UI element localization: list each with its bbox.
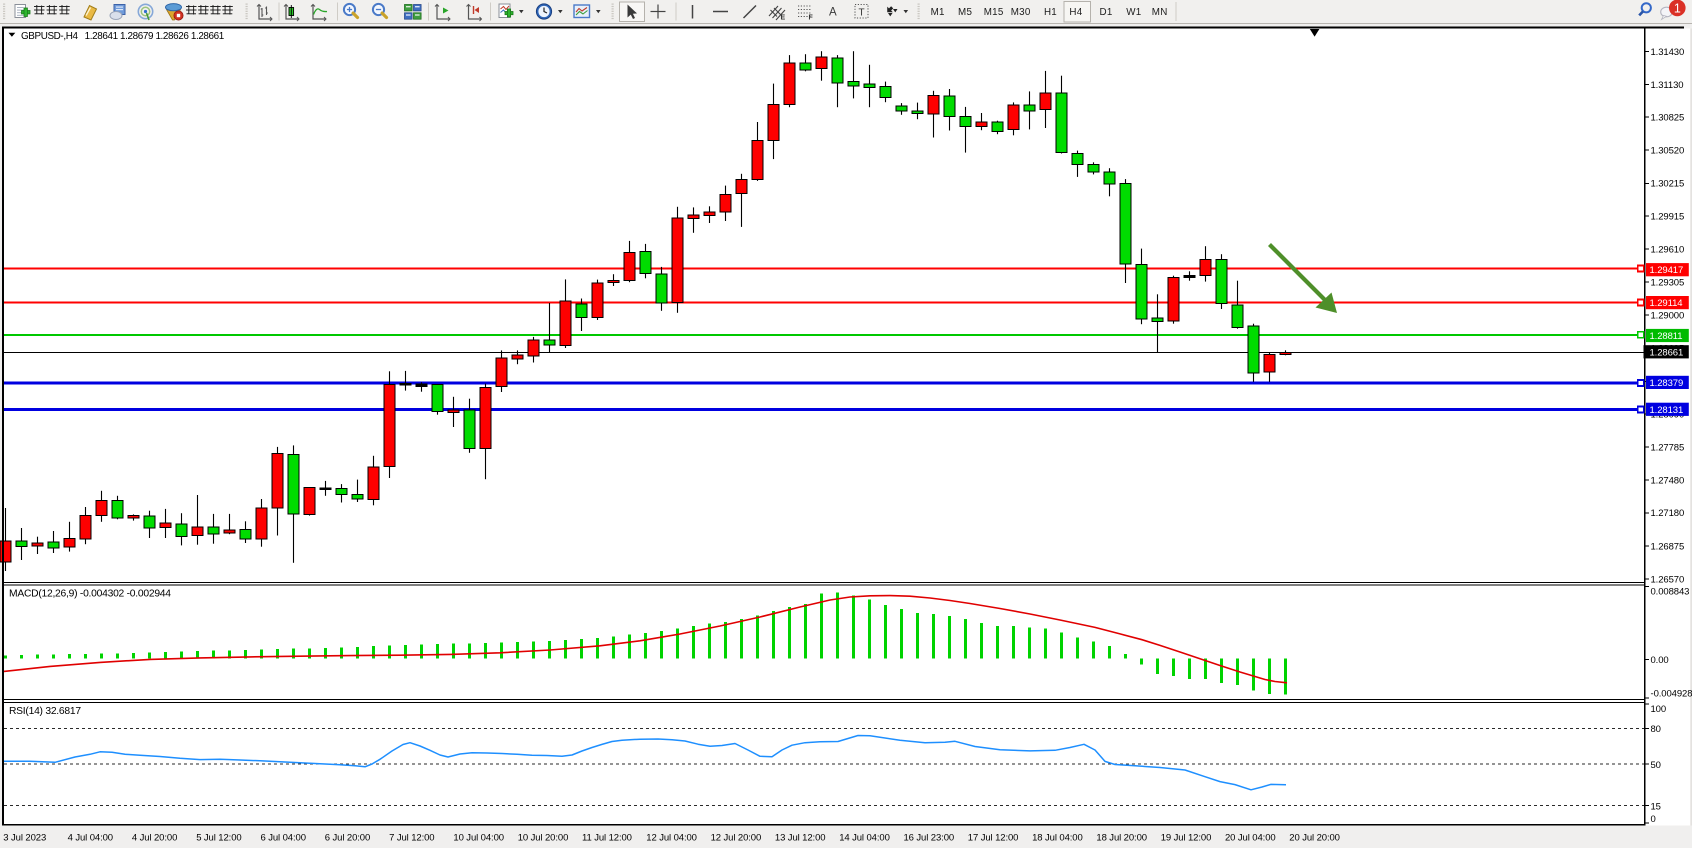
svg-text:1.28379: 1.28379 xyxy=(1650,378,1684,389)
svg-text:1.29610: 1.29610 xyxy=(1651,244,1685,255)
svg-text:1.30825: 1.30825 xyxy=(1651,113,1685,124)
svg-text:0: 0 xyxy=(1651,814,1656,825)
svg-text:4 Jul 04:00: 4 Jul 04:00 xyxy=(68,833,113,844)
svg-text:80: 80 xyxy=(1651,724,1661,735)
svg-text:1.28811: 1.28811 xyxy=(1650,331,1683,342)
svg-text:H4: H4 xyxy=(1069,7,1082,18)
svg-text:100: 100 xyxy=(1651,704,1667,715)
svg-text:F: F xyxy=(809,15,814,22)
svg-text:M15: M15 xyxy=(984,7,1004,18)
svg-text:1.30215: 1.30215 xyxy=(1651,179,1685,190)
svg-text:1.28131: 1.28131 xyxy=(1650,405,1684,416)
svg-text:11 Jul 12:00: 11 Jul 12:00 xyxy=(582,833,632,844)
svg-text:1.29305: 1.29305 xyxy=(1651,278,1685,289)
svg-text:20 Jul 04:00: 20 Jul 04:00 xyxy=(1225,833,1276,844)
svg-text:M30: M30 xyxy=(1011,7,1031,18)
svg-text:5 Jul 12:00: 5 Jul 12:00 xyxy=(196,833,241,844)
svg-text:17 Jul 12:00: 17 Jul 12:00 xyxy=(968,833,1019,844)
svg-text:GBPUSD-,H4 1.28641 1.28679 1: GBPUSD-,H4 1.28641 1.28679 1.28626 1.286… xyxy=(21,31,225,42)
svg-text:10 Jul 20:00: 10 Jul 20:00 xyxy=(518,833,569,844)
svg-text:16 Jul 23:00: 16 Jul 23:00 xyxy=(904,833,955,844)
svg-text:12 Jul 20:00: 12 Jul 20:00 xyxy=(711,833,762,844)
svg-text:10 Jul 04:00: 10 Jul 04:00 xyxy=(453,833,504,844)
svg-text:RSI(14) 32.6817: RSI(14) 32.6817 xyxy=(9,706,81,717)
svg-text:1.29915: 1.29915 xyxy=(1651,211,1685,222)
svg-text:13 Jul 12:00: 13 Jul 12:00 xyxy=(775,833,826,844)
svg-text:6 Jul 20:00: 6 Jul 20:00 xyxy=(325,833,370,844)
svg-text:1.27480: 1.27480 xyxy=(1651,476,1685,487)
svg-text:M1: M1 xyxy=(931,7,945,18)
svg-text:7 Jul 12:00: 7 Jul 12:00 xyxy=(389,833,434,844)
svg-text:0.008843: 0.008843 xyxy=(1651,586,1690,597)
svg-text:1.29417: 1.29417 xyxy=(1650,265,1684,276)
svg-text:18 Jul 04:00: 18 Jul 04:00 xyxy=(1032,833,1083,844)
svg-text:12 Jul 04:00: 12 Jul 04:00 xyxy=(646,833,697,844)
svg-text:1.31130: 1.31130 xyxy=(1651,80,1684,91)
svg-text:1.27785: 1.27785 xyxy=(1651,443,1685,454)
svg-text:1.26570: 1.26570 xyxy=(1651,574,1685,585)
svg-text:1.28661: 1.28661 xyxy=(1650,347,1684,358)
svg-text:MACD(12,26,9) -0.004302 -0.002: MACD(12,26,9) -0.004302 -0.002944 xyxy=(9,588,171,599)
svg-text:0.00: 0.00 xyxy=(1651,655,1669,666)
svg-text:W1: W1 xyxy=(1126,7,1141,18)
svg-text:-0.004928: -0.004928 xyxy=(1651,688,1692,699)
svg-text:1.31430: 1.31430 xyxy=(1651,47,1685,58)
svg-text:H1: H1 xyxy=(1044,7,1057,18)
svg-text:A: A xyxy=(829,7,837,19)
svg-text:50: 50 xyxy=(1651,760,1661,771)
svg-text:19 Jul 12:00: 19 Jul 12:00 xyxy=(1161,833,1212,844)
svg-text:1.27180: 1.27180 xyxy=(1651,508,1685,519)
svg-text:1: 1 xyxy=(1674,1,1681,15)
svg-text:1.26875: 1.26875 xyxy=(1651,541,1685,552)
svg-text:14 Jul 04:00: 14 Jul 04:00 xyxy=(839,833,890,844)
svg-text:6 Jul 04:00: 6 Jul 04:00 xyxy=(261,833,306,844)
svg-text:T: T xyxy=(859,7,865,18)
svg-text:1.30520: 1.30520 xyxy=(1651,146,1685,157)
svg-text:MN: MN xyxy=(1152,7,1168,18)
svg-text:15: 15 xyxy=(1651,802,1661,813)
svg-text:4 Jul 20:00: 4 Jul 20:00 xyxy=(132,833,177,844)
svg-text:D1: D1 xyxy=(1100,7,1113,18)
svg-text:18 Jul 20:00: 18 Jul 20:00 xyxy=(1096,833,1147,844)
svg-text:20 Jul 20:00: 20 Jul 20:00 xyxy=(1289,833,1340,844)
svg-text:1.29114: 1.29114 xyxy=(1650,298,1683,309)
svg-text:1.29000: 1.29000 xyxy=(1651,311,1685,322)
svg-text:3 Jul 2023: 3 Jul 2023 xyxy=(3,833,46,844)
svg-text:E: E xyxy=(781,15,786,22)
svg-text:M5: M5 xyxy=(958,7,972,18)
